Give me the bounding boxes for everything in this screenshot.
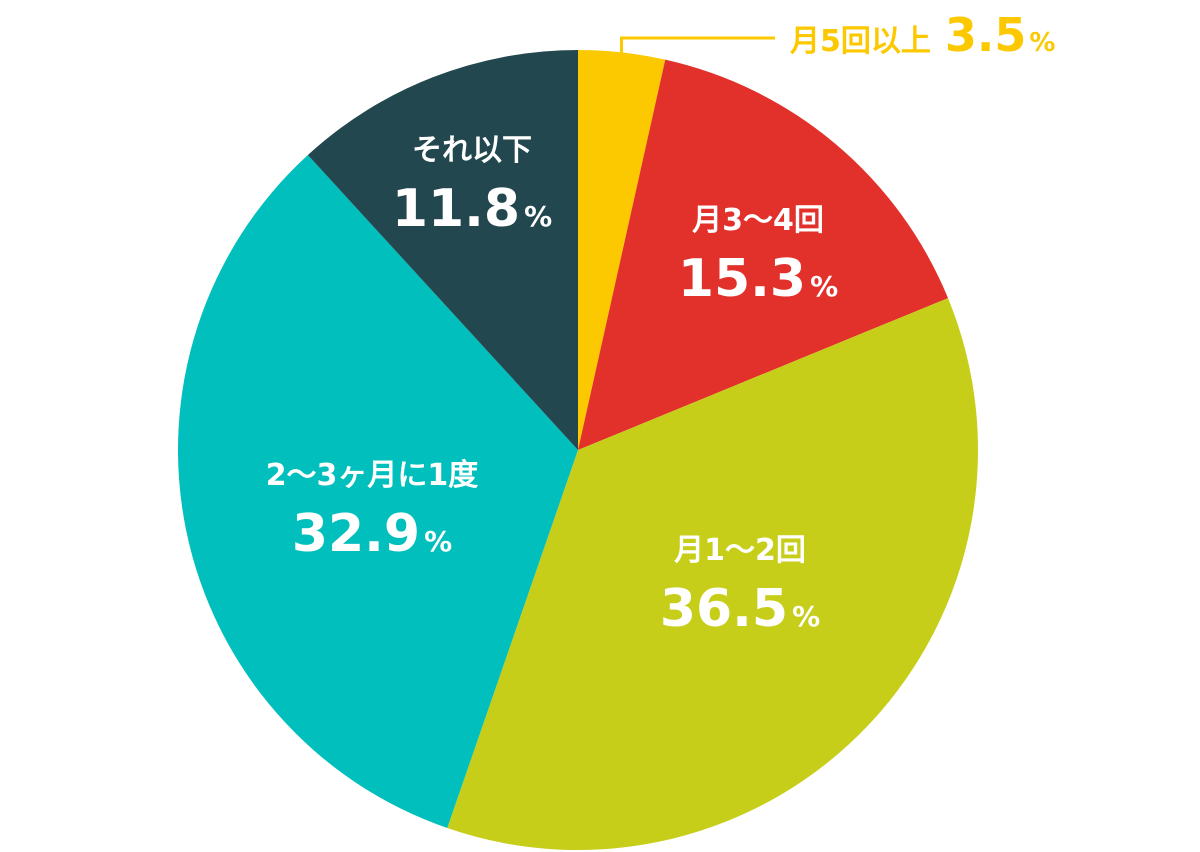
pie-slices: [177, 50, 979, 851]
slice-1-label: 月3～4回 15.3%: [678, 203, 838, 309]
slice-3-wedge: [177, 154, 578, 829]
slice-2-value: 36.5: [660, 579, 788, 639]
slice-1-value: 15.3: [678, 249, 806, 309]
slice-0-category: 月5回以上: [790, 24, 931, 59]
slice-0-label: 月5回以上 3.5%: [790, 8, 1055, 62]
callout-lines: [620, 36, 775, 57]
slice-1-category: 月3～4回: [692, 203, 824, 238]
slice-2-value-group: 36.5%: [660, 579, 820, 639]
slice-3-value-group: 32.9%: [292, 504, 452, 564]
slice-1-unit: %: [810, 270, 838, 303]
slice-0-value: 3.5: [945, 8, 1027, 62]
slice-3-value: 32.9: [292, 504, 420, 564]
slice-4-label: それ以下 11.8%: [392, 133, 552, 239]
slice-0-unit: %: [1029, 28, 1055, 58]
slice-0-callout-line: [620, 36, 775, 57]
slice-2-category: 月1～2回: [674, 533, 806, 568]
slice-3-category: 2～3ヶ月に1度: [266, 458, 479, 493]
slice-1-value-group: 15.3%: [678, 249, 838, 309]
slice-4-value-group: 11.8%: [392, 179, 552, 239]
slice-2-wedge: [447, 298, 979, 851]
slice-3-label: 2～3ヶ月に1度 32.9%: [266, 458, 479, 564]
slice-4-wedge: [307, 50, 578, 450]
slice-4-category: それ以下: [412, 133, 532, 168]
slice-0-wedge: [578, 50, 666, 450]
slice-4-unit: %: [524, 200, 552, 233]
slice-4-value: 11.8: [392, 179, 520, 239]
slice-labels: 月5回以上 3.5 % 月3～4回 15.3 % 月1～2回 36.5 % 2～3ヶ月に1度 32.…: [266, 8, 1056, 639]
slice-2-label: 月1～2回 36.5%: [660, 533, 820, 639]
slice-2-unit: %: [792, 600, 820, 633]
slice-3-unit: %: [424, 525, 452, 558]
slice-1-wedge: [578, 59, 949, 450]
